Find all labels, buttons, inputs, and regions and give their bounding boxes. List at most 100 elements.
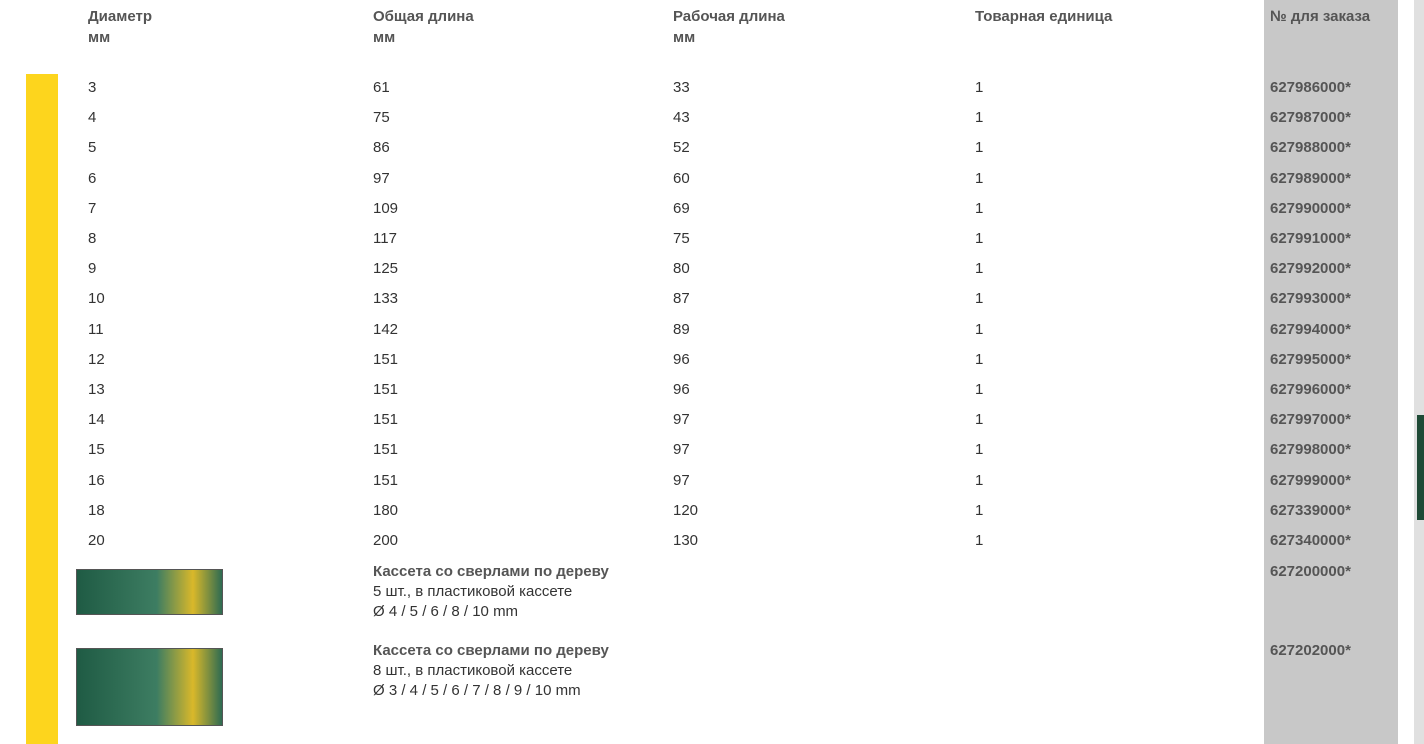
cell: 8 bbox=[88, 230, 97, 247]
column-title: Диаметр bbox=[88, 8, 152, 25]
cell: 5 bbox=[88, 139, 97, 157]
cell: 75 bbox=[673, 230, 690, 247]
cell: 97 bbox=[673, 471, 690, 489]
cell: 1 bbox=[975, 199, 984, 217]
order-number: 627999000* bbox=[1270, 471, 1351, 489]
cell: 1 bbox=[975, 471, 984, 489]
order-number: 627995000* bbox=[1270, 350, 1351, 368]
cell: 125 bbox=[373, 260, 399, 278]
kit-line: Ø 4 / 5 / 6 / 8 / 10 mm bbox=[373, 603, 519, 621]
cell: 86 bbox=[373, 139, 390, 157]
cell: 60 bbox=[673, 169, 690, 187]
cell: 10 bbox=[88, 290, 105, 308]
cell: 1 bbox=[975, 260, 984, 278]
order-number: 627997000* bbox=[1270, 411, 1351, 429]
cell: 9 bbox=[88, 260, 97, 278]
cell: 1 bbox=[975, 381, 984, 398]
cell: 13 bbox=[88, 381, 105, 398]
column-unit: мм bbox=[373, 29, 396, 46]
cell: 151 bbox=[373, 411, 399, 429]
cell: 20 bbox=[88, 532, 105, 549]
cell: 180 bbox=[373, 501, 399, 519]
cell: 1 bbox=[975, 501, 984, 519]
cell: 97 bbox=[373, 169, 390, 187]
column-unit: мм bbox=[88, 29, 111, 46]
cell: 1 bbox=[975, 230, 984, 247]
cell: 18 bbox=[88, 501, 105, 519]
cell: 1 bbox=[975, 320, 984, 338]
cell: 1 bbox=[975, 532, 984, 549]
cell: 80 bbox=[673, 260, 690, 278]
order-number: 627202000* bbox=[1270, 642, 1351, 660]
cell: 75 bbox=[373, 109, 390, 127]
cell: 1 bbox=[975, 441, 984, 459]
column-title: Рабочая длина bbox=[673, 8, 785, 25]
cell: 1 bbox=[975, 411, 984, 429]
cell: 52 bbox=[673, 139, 690, 157]
order-number: 627993000* bbox=[1270, 290, 1351, 308]
kit-title: Кассета со сверлами по дереву bbox=[373, 642, 609, 660]
order-number: 627339000* bbox=[1270, 501, 1351, 519]
cell: 96 bbox=[673, 381, 690, 398]
yellow-strip bbox=[26, 74, 58, 744]
cell: 14 bbox=[88, 411, 105, 429]
order-number: 627200000* bbox=[1270, 563, 1351, 581]
cell: 117 bbox=[373, 230, 397, 247]
order-number: 627987000* bbox=[1270, 109, 1351, 127]
cell: 130 bbox=[673, 532, 699, 549]
cell: 97 bbox=[673, 441, 690, 459]
cell: 61 bbox=[373, 79, 390, 96]
cell: 142 bbox=[373, 320, 399, 338]
cell: 200 bbox=[373, 532, 399, 549]
cell: 97 bbox=[673, 411, 690, 429]
kit-image bbox=[76, 648, 223, 727]
cell: 1 bbox=[975, 79, 984, 96]
kit-title: Кассета со сверлами по дереву bbox=[373, 563, 609, 581]
order-number: 627994000* bbox=[1270, 320, 1351, 338]
cell: 15 bbox=[88, 441, 105, 459]
column-title: Товарная единица bbox=[975, 8, 1113, 25]
order-number: 627986000* bbox=[1270, 79, 1351, 96]
cell: 151 bbox=[373, 441, 399, 459]
order-number: 627998000* bbox=[1270, 441, 1351, 459]
column-unit: мм bbox=[673, 29, 696, 46]
order-number: 627990000* bbox=[1270, 199, 1351, 217]
cell: 89 bbox=[673, 320, 690, 338]
cell: 151 bbox=[373, 350, 399, 368]
cell: 6 bbox=[88, 169, 97, 187]
cell: 12 bbox=[88, 350, 105, 368]
order-number: 627991000* bbox=[1270, 230, 1351, 247]
side-strip bbox=[1414, 0, 1424, 744]
cell: 4 bbox=[88, 109, 97, 127]
kit-image bbox=[76, 569, 223, 616]
cell: 1 bbox=[975, 139, 984, 157]
cell: 33 bbox=[673, 79, 690, 96]
column-title: № для заказа bbox=[1270, 8, 1371, 25]
cell: 133 bbox=[373, 290, 399, 308]
order-number: 627992000* bbox=[1270, 260, 1351, 278]
cell: 120 bbox=[673, 501, 699, 519]
cell: 16 bbox=[88, 471, 105, 489]
cell: 69 bbox=[673, 199, 690, 217]
cell: 7 bbox=[88, 199, 97, 217]
cell: 96 bbox=[673, 350, 690, 368]
cell: 11 bbox=[88, 320, 104, 338]
cell: 1 bbox=[975, 109, 984, 127]
order-column-bg bbox=[1264, 0, 1398, 744]
cell: 151 bbox=[373, 381, 399, 398]
side-active bbox=[1417, 415, 1424, 520]
cell: 1 bbox=[975, 169, 984, 187]
kit-line: 8 шт., в пластиковой кассете bbox=[373, 662, 573, 680]
column-title: Общая длина bbox=[373, 8, 474, 25]
cell: 1 bbox=[975, 290, 984, 308]
cell: 87 bbox=[673, 290, 690, 308]
cell: 43 bbox=[673, 109, 690, 127]
order-number: 627996000* bbox=[1270, 381, 1351, 398]
kit-line: Ø 3 / 4 / 5 / 6 / 7 / 8 / 9 / 10 mm bbox=[373, 682, 581, 700]
order-number: 627340000* bbox=[1270, 532, 1351, 549]
order-number: 627988000* bbox=[1270, 139, 1351, 157]
cell: 109 bbox=[373, 199, 399, 217]
cell: 3 bbox=[88, 79, 97, 96]
cell: 1 bbox=[975, 350, 984, 368]
